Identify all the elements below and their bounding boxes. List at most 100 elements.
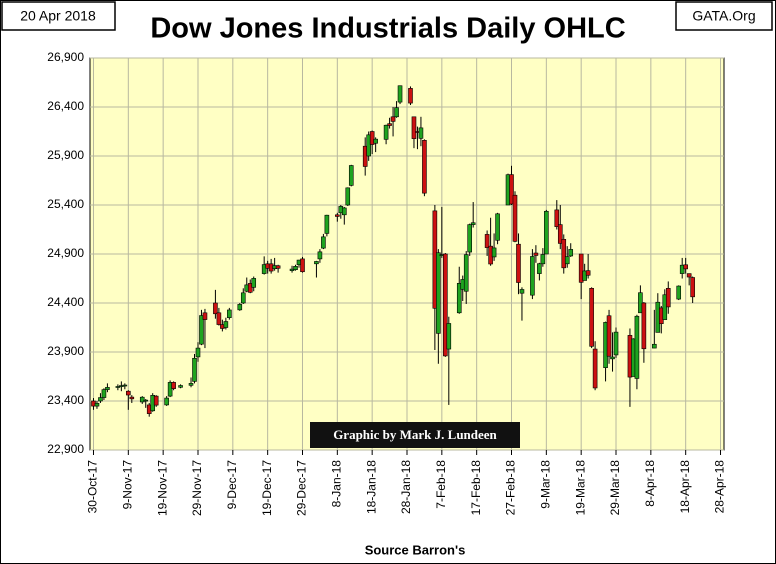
candle-body <box>324 214 330 234</box>
candle-body <box>589 287 594 347</box>
candle-body <box>251 278 257 288</box>
candle-body <box>397 85 403 103</box>
x-tick-label: 9-Mar-18 <box>539 460 553 509</box>
candle-body <box>94 402 100 407</box>
candle-body <box>188 383 194 386</box>
x-tick-label: 19-Mar-18 <box>573 460 587 516</box>
x-tick-label: 7-Feb-18 <box>434 460 448 509</box>
candle-body <box>348 165 354 186</box>
x-tick-label: 19-Dec-17 <box>260 460 274 516</box>
candle-body <box>613 331 619 356</box>
candle-body <box>362 145 368 167</box>
candle-body <box>578 253 584 283</box>
candle-body <box>143 399 149 402</box>
candle-body <box>101 389 107 398</box>
y-tick-label: 22,900 <box>47 442 84 456</box>
x-axis-label: Source Barron's <box>365 542 466 557</box>
candle-body <box>509 174 514 205</box>
x-tick-label: 19-Nov-17 <box>155 460 169 516</box>
candle-body <box>676 285 682 300</box>
candle-body <box>275 265 281 269</box>
candle-body <box>491 247 497 258</box>
candle-body <box>585 270 591 276</box>
candle-body <box>634 315 640 379</box>
candle-body <box>564 256 570 265</box>
candle-body <box>387 123 392 126</box>
candle-body <box>690 277 695 298</box>
x-tick-label: 8-Jan-18 <box>330 460 344 508</box>
chart-title: Dow Jones Industrials Daily OHLC <box>150 13 625 45</box>
candle-body <box>463 254 469 292</box>
candle-body <box>516 243 521 283</box>
date-label: 20 Apr 2018 <box>20 8 96 24</box>
candle-body <box>321 236 326 249</box>
candle-body <box>592 348 598 389</box>
credit-box <box>310 422 520 448</box>
candle-body <box>227 309 232 319</box>
candle-body <box>390 116 396 122</box>
candle-body <box>683 264 688 270</box>
candle-body <box>686 273 692 278</box>
candle-body <box>582 270 587 281</box>
candle-body <box>366 134 371 157</box>
x-tick-label: 28-Jan-18 <box>399 460 413 514</box>
candle-body <box>199 315 204 345</box>
candle-body <box>519 289 525 294</box>
x-tick-label: 29-Mar-18 <box>608 460 622 516</box>
x-tick-label: 30-Oct-17 <box>86 460 100 514</box>
candle-body <box>383 124 389 140</box>
credit: Graphic by Mark J. Lundeen <box>333 427 497 442</box>
candle-body <box>192 357 197 382</box>
candle-body <box>300 258 305 273</box>
candle-body <box>293 266 298 270</box>
x-tick-label: 18-Jan-18 <box>364 460 378 514</box>
y-tick-label: 24,900 <box>47 246 84 260</box>
y-tick-label: 26,900 <box>47 50 84 64</box>
candle-body <box>202 312 208 320</box>
candle-body <box>422 140 427 194</box>
candle-body <box>446 323 452 350</box>
candle-body <box>411 116 417 139</box>
candle-body <box>369 131 375 145</box>
candle-body <box>216 312 222 325</box>
candle-body <box>530 256 535 296</box>
x-tick-label: 18-Apr-18 <box>678 460 692 514</box>
candle-body <box>237 304 243 311</box>
candle-body <box>129 396 135 400</box>
candle-body <box>171 382 176 389</box>
x-tick-label: 27-Feb-18 <box>504 460 518 516</box>
candle-body <box>533 252 539 256</box>
candle-body <box>122 384 128 387</box>
candle-body <box>679 264 685 274</box>
candle-body <box>512 194 518 242</box>
candle-body <box>105 387 110 390</box>
y-tick-label: 25,400 <box>47 197 84 211</box>
candle-body <box>126 390 131 396</box>
candle-body <box>408 88 413 104</box>
candle-body <box>153 395 159 406</box>
y-tick-label: 23,900 <box>47 344 84 358</box>
candle-body <box>443 253 448 357</box>
candle-body <box>544 210 549 255</box>
candle-body <box>470 222 476 225</box>
candle-body <box>139 396 145 403</box>
candle-body <box>537 263 542 274</box>
candle-body <box>195 347 201 358</box>
candle-body <box>665 287 671 308</box>
y-tick-label: 23,400 <box>47 393 84 407</box>
candle-body <box>98 397 103 402</box>
candle-body <box>335 214 340 217</box>
candle-body <box>164 397 169 406</box>
candle-body <box>652 343 657 349</box>
candle-body <box>240 292 246 304</box>
candle-body <box>247 283 253 293</box>
candle-body <box>213 302 218 315</box>
x-tick-label: 29-Nov-17 <box>190 460 204 516</box>
candle-body <box>436 252 441 334</box>
x-tick-label: 8-Apr-18 <box>643 460 657 507</box>
candle-body <box>418 127 424 139</box>
x-tick-label: 28-Apr-18 <box>713 460 727 514</box>
date-box <box>1 1 116 31</box>
candle-body <box>317 251 323 260</box>
